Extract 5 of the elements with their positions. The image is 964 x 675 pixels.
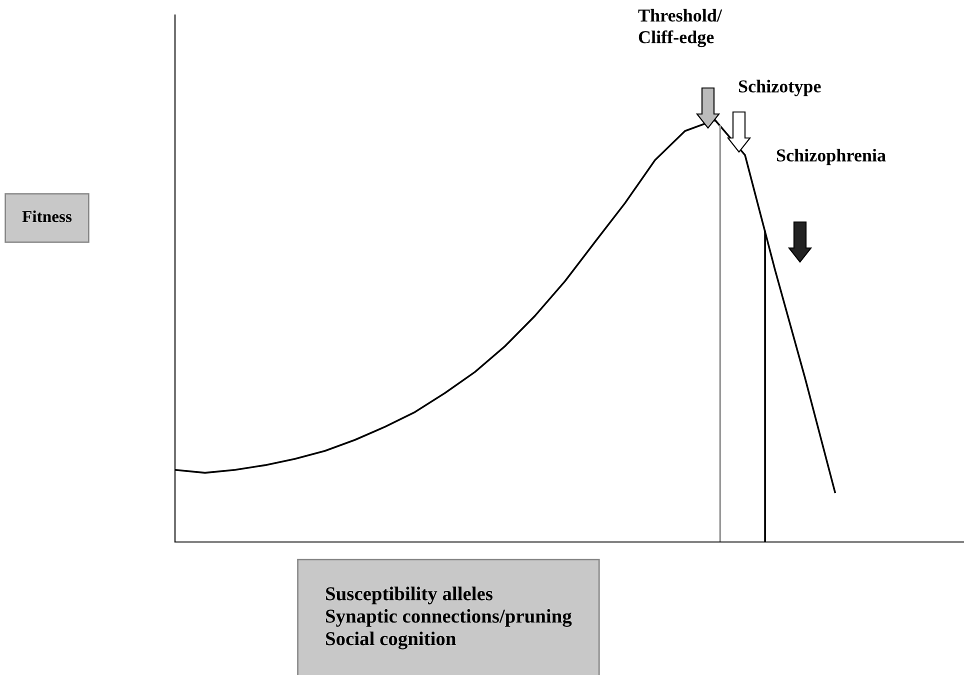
x-axis-title: Susceptibility alleles Synaptic connections/pruning Social cognition xyxy=(326,586,572,650)
text: Threshold/ Cliff-edge xyxy=(638,8,722,48)
text: Schizotype xyxy=(738,80,821,96)
text: Fitness xyxy=(22,210,72,222)
annotation: Schizophrenia xyxy=(776,148,886,166)
